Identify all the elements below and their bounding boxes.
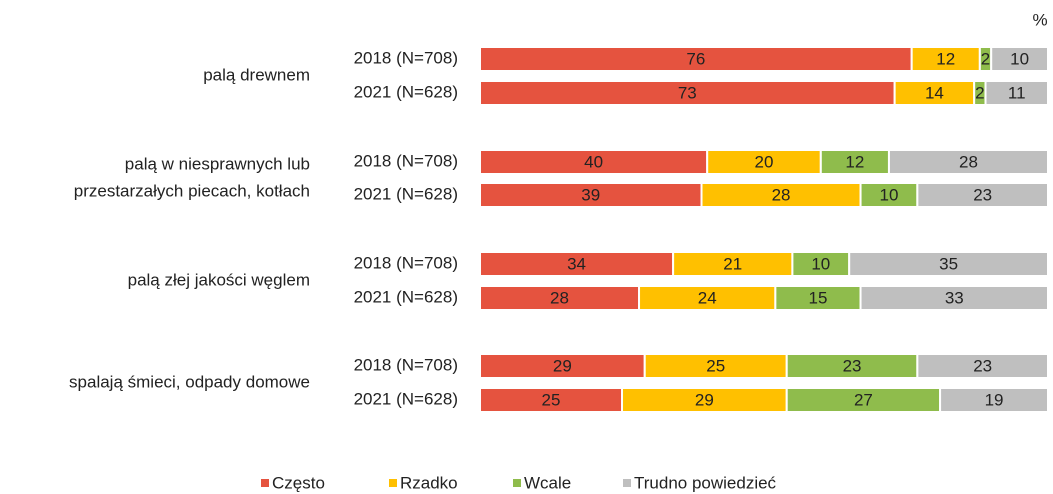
data-label: 28 [772, 185, 791, 204]
data-label: 25 [542, 390, 561, 409]
data-label: 34 [567, 254, 586, 273]
unit-label: % [1032, 10, 1047, 29]
legend-label: Wcale [524, 473, 571, 492]
data-label: 23 [973, 185, 992, 204]
row-label: 2018 (N=708) [354, 48, 458, 67]
data-label: 24 [698, 288, 717, 307]
data-label: 12 [936, 49, 955, 68]
data-label: 27 [854, 390, 873, 409]
bar-segment [700, 182, 862, 208]
data-label: 73 [678, 83, 697, 102]
bar-segment [887, 149, 1050, 175]
bar-segment [893, 80, 976, 106]
data-label: 12 [845, 152, 864, 171]
bar-segment [990, 46, 1050, 72]
row-label: 2018 (N=708) [354, 151, 458, 170]
group-label: przestarzałych piecach, kotłach [74, 181, 310, 200]
bar-segment [910, 46, 981, 72]
data-label: 33 [945, 288, 964, 307]
row-label: 2021 (N=628) [354, 82, 458, 101]
bar-segment [859, 182, 919, 208]
data-label: 19 [985, 390, 1004, 409]
group-label: palą w niesprawnych lub [125, 154, 310, 173]
data-label: 2 [975, 83, 984, 102]
data-label: 25 [706, 356, 725, 375]
data-label: 15 [808, 288, 827, 307]
row-label: 2018 (N=708) [354, 253, 458, 272]
legend-swatch [261, 479, 269, 487]
bar-segment [848, 251, 1050, 277]
data-label: 23 [973, 356, 992, 375]
legend-label: Rzadko [400, 473, 458, 492]
bar-segment [916, 182, 1049, 208]
bar-segment [479, 182, 703, 208]
row-label: 2021 (N=628) [354, 389, 458, 408]
data-label: 21 [723, 254, 742, 273]
data-label: 14 [925, 83, 944, 102]
bar-segment [672, 251, 794, 277]
group-label: palą drewnem [203, 65, 310, 84]
bar-segment [638, 285, 777, 311]
bar-segment [785, 387, 942, 413]
data-label: 35 [939, 254, 958, 273]
bar-segment [479, 251, 675, 277]
legend-swatch [623, 479, 631, 487]
row-label: 2021 (N=628) [354, 287, 458, 306]
data-label: 10 [1010, 49, 1029, 68]
bar-segment [791, 251, 851, 277]
data-label: 11 [1008, 83, 1026, 102]
data-label: 29 [553, 356, 572, 375]
group-label: spalają śmieci, odpady domowe [69, 372, 310, 391]
data-label: 2 [981, 49, 990, 68]
data-label: 28 [550, 288, 569, 307]
bar-segment [621, 387, 788, 413]
data-label: 29 [695, 390, 714, 409]
data-label: 40 [584, 152, 603, 171]
data-label: 28 [959, 152, 978, 171]
data-label: 10 [879, 185, 898, 204]
row-label: 2018 (N=708) [354, 355, 458, 374]
data-label: 10 [811, 254, 830, 273]
legend-swatch [513, 479, 521, 487]
legend-swatch [389, 479, 397, 487]
bar-segment [479, 285, 641, 311]
data-label: 76 [686, 49, 705, 68]
bar-segment [939, 387, 1050, 413]
group-label: palą złej jakości węglem [128, 270, 310, 289]
data-label: 20 [755, 152, 774, 171]
row-label: 2021 (N=628) [354, 184, 458, 203]
legend-label: Często [272, 473, 325, 492]
bar-segment [479, 149, 709, 175]
legend-label: Trudno powiedzieć [634, 473, 777, 492]
data-label: 23 [843, 356, 862, 375]
bar-segment [984, 80, 1050, 106]
bar-segment [479, 46, 913, 72]
bar-segment [916, 353, 1049, 379]
bar-segment [859, 285, 1049, 311]
data-label: 39 [581, 185, 600, 204]
bar-segment [819, 149, 890, 175]
